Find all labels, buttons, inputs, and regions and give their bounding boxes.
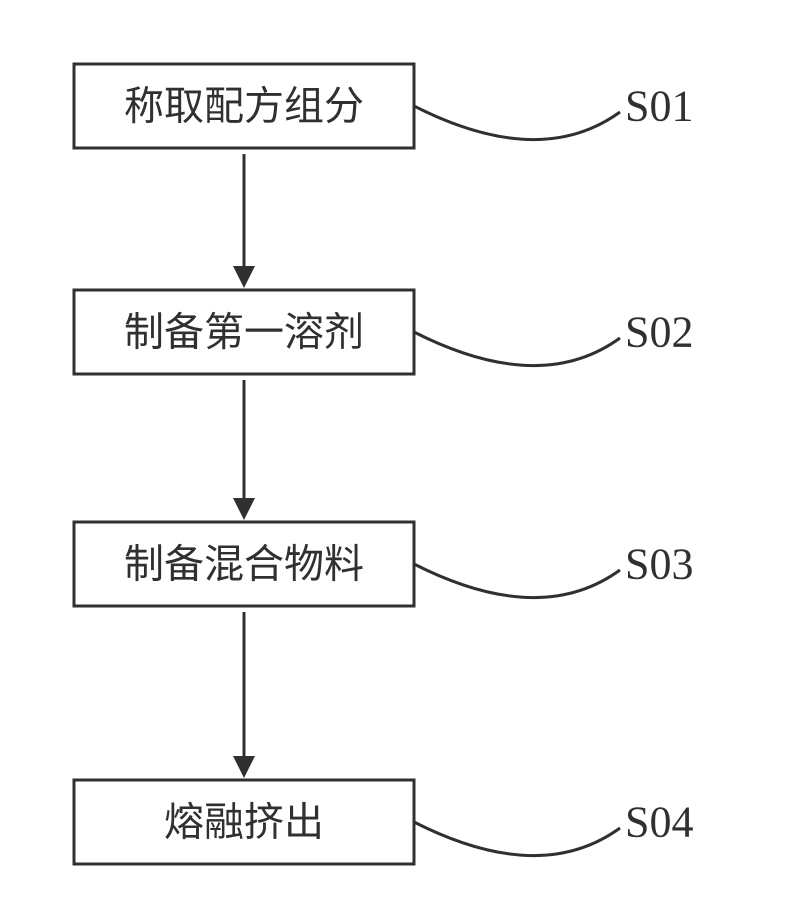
callout-curve-1 [414, 106, 620, 140]
arrow-head-1 [233, 266, 255, 288]
callout-curve-2 [414, 332, 620, 366]
arrow-head-3 [233, 756, 255, 778]
step-label-1: S01 [625, 82, 693, 131]
arrow-head-2 [233, 498, 255, 520]
step-text-2: 制备第一溶剂 [124, 310, 364, 355]
step-label-2: S02 [625, 308, 693, 357]
step-label-4: S04 [625, 798, 693, 847]
step-text-1: 称取配方组分 [124, 84, 364, 129]
step-label-3: S03 [625, 540, 693, 589]
step-text-4: 熔融挤出 [164, 800, 324, 845]
step-text-3: 制备混合物料 [124, 542, 364, 587]
flowchart-diagram: 称取配方组分 S01 制备第一溶剂 S02 制备混合物料 S03 熔融挤出 S04 [0, 0, 800, 923]
callout-curve-3 [414, 564, 620, 598]
callout-curve-4 [414, 822, 620, 856]
